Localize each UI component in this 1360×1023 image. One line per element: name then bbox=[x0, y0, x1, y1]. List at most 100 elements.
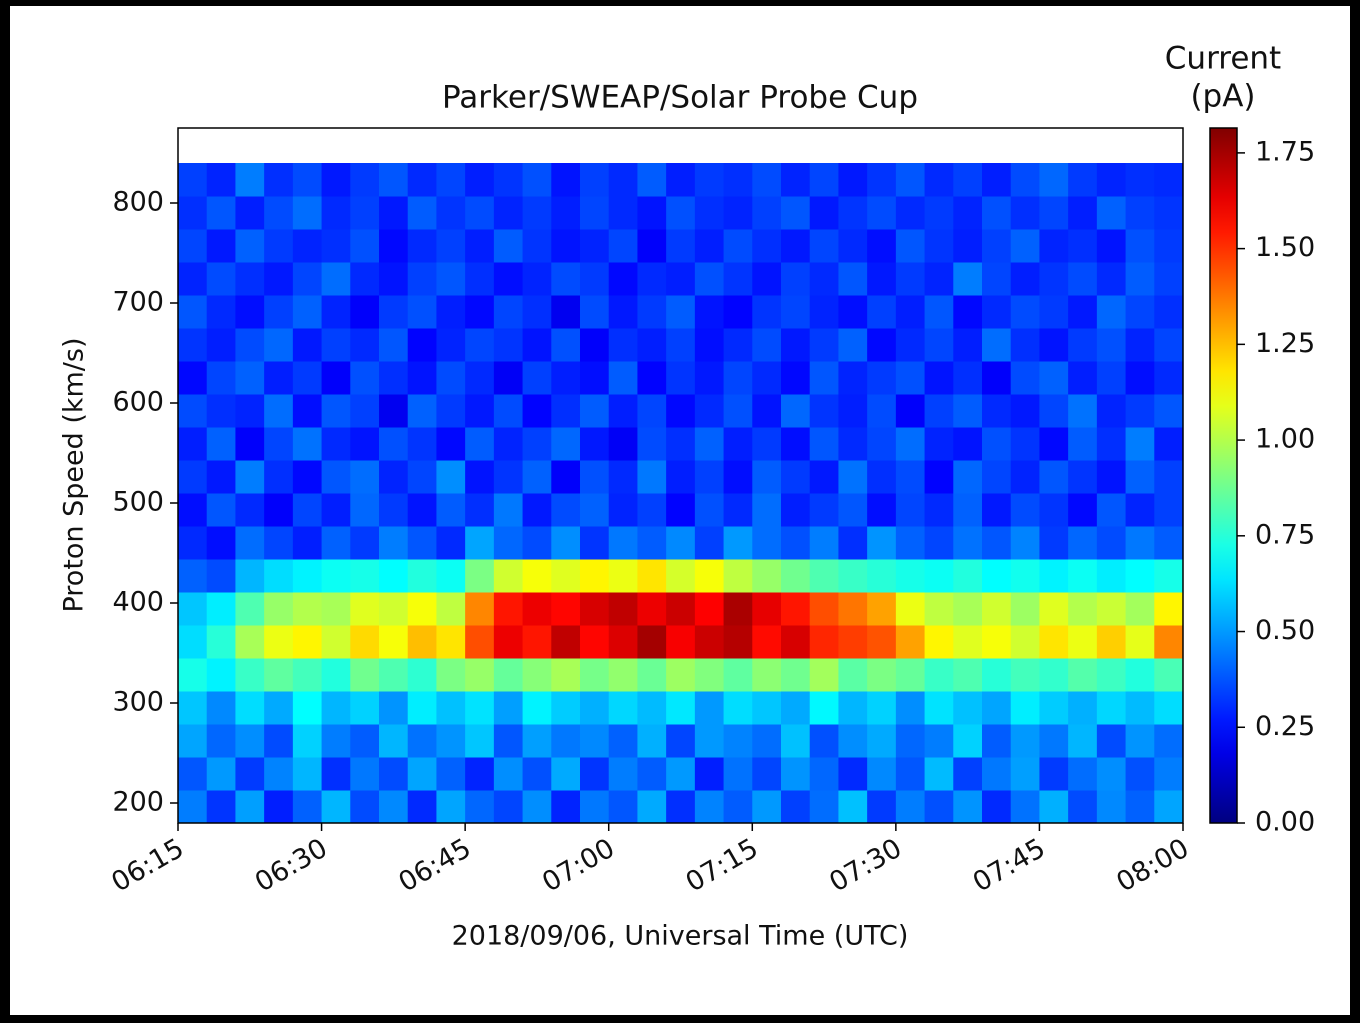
heatmap-cell bbox=[809, 658, 839, 692]
heatmap-cell bbox=[407, 460, 437, 494]
heatmap-cell bbox=[953, 625, 983, 659]
heatmap-cell bbox=[493, 262, 524, 296]
heatmap-cell bbox=[206, 724, 236, 758]
heatmap-cell bbox=[982, 328, 1012, 362]
heatmap-cell bbox=[436, 526, 466, 560]
heatmap-cell bbox=[235, 196, 265, 230]
heatmap-cell bbox=[895, 559, 926, 593]
heatmap-cell bbox=[206, 625, 236, 659]
heatmap-cell bbox=[178, 625, 208, 659]
heatmap-cell bbox=[1010, 295, 1040, 329]
heatmap-cell bbox=[608, 196, 638, 230]
heatmap-cell bbox=[465, 493, 495, 527]
heatmap-cell bbox=[551, 691, 581, 725]
heatmap-cell bbox=[666, 592, 696, 626]
heatmap-cell bbox=[982, 658, 1012, 692]
heatmap-cell bbox=[1039, 262, 1069, 296]
heatmap-cell bbox=[264, 526, 294, 560]
heatmap-cell bbox=[235, 295, 265, 329]
heatmap-cell bbox=[580, 625, 610, 659]
heatmap-cell bbox=[350, 196, 380, 230]
heatmap-cell bbox=[895, 295, 926, 329]
heatmap-cell bbox=[637, 295, 667, 329]
heatmap-cell bbox=[350, 493, 380, 527]
heatmap-cell bbox=[407, 790, 437, 824]
heatmap-cell bbox=[666, 229, 696, 263]
heatmap-cell bbox=[752, 196, 782, 230]
heatmap-cell bbox=[436, 658, 466, 692]
heatmap-cell bbox=[1096, 757, 1127, 791]
heatmap-cell bbox=[838, 559, 868, 593]
heatmap-cell bbox=[895, 328, 926, 362]
heatmap-cell bbox=[838, 196, 868, 230]
heatmap-cell bbox=[1096, 526, 1127, 560]
y-tick-label: 500 bbox=[112, 487, 164, 518]
heatmap-cell bbox=[292, 691, 323, 725]
heatmap-cell bbox=[809, 724, 839, 758]
heatmap-cell bbox=[292, 460, 323, 494]
heatmap-cell bbox=[379, 625, 409, 659]
heatmap-cell bbox=[1010, 493, 1040, 527]
heatmap-cell bbox=[522, 790, 552, 824]
heatmap-cell bbox=[1125, 262, 1155, 296]
heatmap-cell bbox=[436, 361, 466, 395]
heatmap-cell bbox=[436, 229, 466, 263]
heatmap-cell bbox=[493, 757, 524, 791]
heatmap-cell bbox=[924, 592, 954, 626]
heatmap-cell bbox=[666, 328, 696, 362]
heatmap-cell bbox=[666, 724, 696, 758]
heatmap-cell bbox=[838, 394, 868, 428]
heatmap-cell bbox=[1154, 427, 1184, 461]
heatmap-cell bbox=[235, 328, 265, 362]
heatmap-cell bbox=[694, 790, 725, 824]
heatmap-cell bbox=[379, 559, 409, 593]
heatmap-cell bbox=[867, 196, 897, 230]
heatmap-cell bbox=[292, 757, 323, 791]
heatmap-cell bbox=[953, 229, 983, 263]
heatmap-cell bbox=[809, 427, 839, 461]
heatmap-cell bbox=[321, 460, 351, 494]
heatmap-cell bbox=[895, 361, 926, 395]
heatmap-cell bbox=[264, 394, 294, 428]
heatmap-cell bbox=[580, 427, 610, 461]
heatmap-cell bbox=[379, 460, 409, 494]
heatmap-cell bbox=[781, 526, 811, 560]
heatmap-cell bbox=[206, 295, 236, 329]
heatmap-cell bbox=[1096, 427, 1127, 461]
heatmap-cell bbox=[982, 262, 1012, 296]
heatmap-cell bbox=[694, 427, 725, 461]
heatmap-cell bbox=[867, 262, 897, 296]
heatmap-cell bbox=[982, 460, 1012, 494]
heatmap-cell bbox=[666, 559, 696, 593]
heatmap-cell bbox=[522, 361, 552, 395]
heatmap-cell bbox=[809, 262, 839, 296]
heatmap-cell bbox=[379, 592, 409, 626]
heatmap-cell bbox=[580, 262, 610, 296]
heatmap-cell bbox=[867, 724, 897, 758]
heatmap-cell bbox=[723, 295, 753, 329]
heatmap-cell bbox=[666, 790, 696, 824]
heatmap-cell bbox=[178, 328, 208, 362]
heatmap-cell bbox=[1068, 361, 1098, 395]
heatmap-cell bbox=[1125, 658, 1155, 692]
plot-frame bbox=[177, 127, 1184, 824]
heatmap-cell bbox=[924, 229, 954, 263]
heatmap-cell bbox=[292, 493, 323, 527]
heatmap-cell bbox=[178, 658, 208, 692]
heatmap-cell bbox=[264, 229, 294, 263]
heatmap-cell bbox=[379, 724, 409, 758]
heatmap-cell bbox=[809, 592, 839, 626]
heatmap-cell bbox=[781, 691, 811, 725]
heatmap-cell bbox=[407, 691, 437, 725]
heatmap-cell bbox=[350, 724, 380, 758]
heatmap-cell bbox=[206, 328, 236, 362]
heatmap-cell bbox=[379, 757, 409, 791]
heatmap-cell bbox=[867, 757, 897, 791]
heatmap-cell bbox=[666, 262, 696, 296]
heatmap-cell bbox=[1010, 196, 1040, 230]
heatmap-cell bbox=[522, 262, 552, 296]
heatmap-cell bbox=[924, 559, 954, 593]
heatmap-cell bbox=[982, 361, 1012, 395]
heatmap-cell bbox=[1039, 790, 1069, 824]
